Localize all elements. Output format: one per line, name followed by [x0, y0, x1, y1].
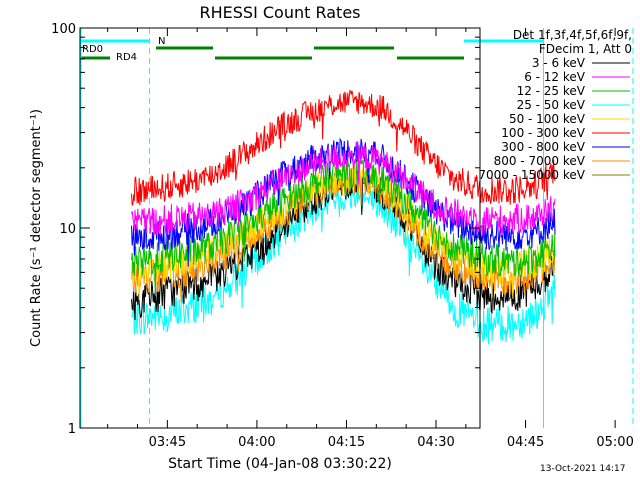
legend-label-2: 12 - 25 keV — [517, 84, 586, 98]
y-tick-label-0: 1 — [68, 422, 76, 437]
series-line-1 — [131, 141, 556, 236]
legend-label-6: 300 - 800 keV — [501, 140, 585, 154]
y-tick-label-2: 100 — [51, 22, 76, 37]
flag-label-rd0: RD0 — [82, 44, 103, 55]
x-tick-label-2: 04:15 — [328, 435, 365, 450]
legend-label-5: 100 - 300 keV — [501, 126, 585, 140]
legend-header-line-1: Det 1f,3f,4f,5f,6f,9f, — [512, 28, 632, 42]
series-line-2 — [131, 159, 556, 297]
series-layer — [131, 89, 556, 345]
legend-label-8: 7000 - 15000 keV — [478, 168, 585, 182]
chart-title: RHESSI Count Rates — [200, 3, 361, 22]
x-tick-label-5: 05:00 — [596, 435, 633, 450]
legend-label-1: 6 - 12 keV — [524, 70, 586, 84]
flag-label-n: N — [158, 36, 165, 47]
series-line-0 — [131, 170, 556, 321]
legend-label-0: 3 - 6 keV — [532, 56, 586, 70]
y-tick-label-1: 10 — [59, 222, 76, 237]
series-line-5 — [131, 89, 556, 206]
series-line-3 — [131, 184, 556, 345]
x-tick-label-0: 03:45 — [149, 435, 186, 450]
footer-timestamp: 13-Oct-2021 14:17 — [540, 464, 626, 474]
legend-label-3: 25 - 50 keV — [517, 98, 586, 112]
legend-header-line-2: FDecim 1, Att 0 — [538, 42, 632, 56]
legend-header: Det 1f,3f,4f,5f,6f,9f, FDecim 1, Att 0 — [488, 28, 632, 56]
x-tick-label-4: 04:45 — [507, 435, 544, 450]
x-tick-label-1: 04:00 — [238, 435, 275, 450]
x-tick-label-3: 04:30 — [417, 435, 454, 450]
y-axis-label: Count Rate (s⁻¹ detector segment⁻¹) — [29, 109, 44, 347]
x-axis-label: Start Time (04-Jan-08 03:30:22) — [168, 456, 392, 472]
flag-label-rd4: RD4 — [116, 52, 137, 63]
flag-layer — [80, 39, 544, 60]
axis-layer: 03:45 04:00 04:15 04:30 04:45 05:00 1 10 100 — [51, 22, 634, 450]
legend-label-4: 50 - 100 keV — [509, 112, 586, 126]
legend-label-7: 800 - 7000 keV — [494, 154, 586, 168]
